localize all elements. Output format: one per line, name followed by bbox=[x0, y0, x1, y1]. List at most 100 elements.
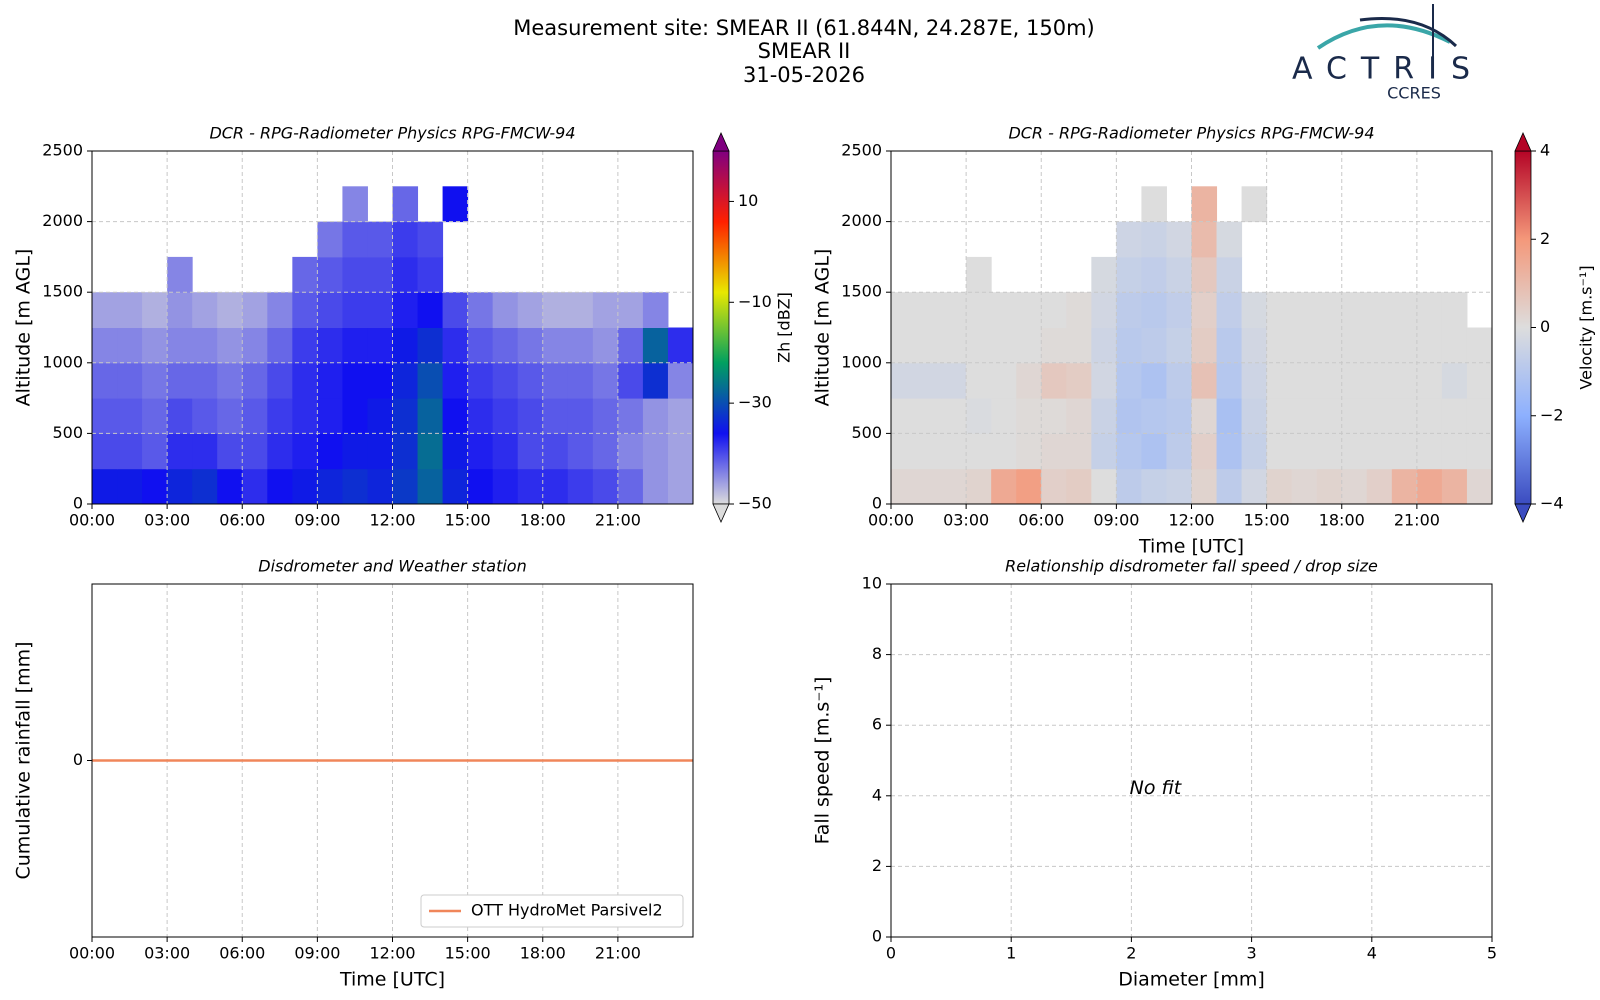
panel-title: Relationship disdrometer fall speed / dr… bbox=[1005, 557, 1378, 576]
heatmap-cell bbox=[392, 221, 419, 258]
heatmap-cell bbox=[916, 362, 942, 399]
heatmap-cell bbox=[1141, 362, 1167, 399]
heatmap-cell bbox=[1366, 468, 1393, 505]
heatmap-cell bbox=[542, 433, 569, 470]
colorbar-tick-label: 2 bbox=[1540, 229, 1550, 248]
colorbar-extend bbox=[1514, 132, 1532, 152]
x-tick-label: 15:00 bbox=[445, 511, 491, 530]
figure-title: Measurement site: SMEAR II (61.844N, 24.… bbox=[513, 16, 1095, 40]
heatmap-cell bbox=[392, 327, 419, 364]
heatmap-cell bbox=[1391, 362, 1418, 399]
heatmap-cell bbox=[92, 468, 118, 505]
heatmap-cell bbox=[342, 398, 368, 434]
heatmap-cell bbox=[567, 433, 594, 470]
heatmap-cell bbox=[1116, 433, 1142, 470]
heatmap-cell bbox=[367, 468, 393, 505]
y-tick-label: 6 bbox=[872, 715, 882, 734]
x-tick-label: 09:00 bbox=[294, 944, 340, 963]
heatmap-cell bbox=[1291, 433, 1318, 470]
heatmap-cell bbox=[417, 327, 444, 364]
heatmap-cell bbox=[1341, 362, 1368, 399]
heatmap-cell bbox=[117, 292, 143, 328]
colorbar-extend bbox=[712, 132, 730, 152]
heatmap-cell bbox=[1216, 221, 1243, 258]
heatmap-cell bbox=[392, 433, 419, 470]
y-tick-label: 10 bbox=[862, 574, 882, 593]
heatmap-cell bbox=[1191, 256, 1218, 293]
heatmap-cell bbox=[1441, 468, 1468, 505]
heatmap-cell bbox=[991, 292, 1017, 328]
heatmap-cell bbox=[442, 362, 469, 399]
heatmap-cell bbox=[1316, 327, 1343, 364]
heatmap-cell bbox=[417, 292, 444, 328]
x-tick-label: 2 bbox=[1126, 944, 1136, 963]
heatmap-cell bbox=[167, 398, 193, 434]
heatmap-cell bbox=[617, 362, 644, 399]
heatmap-cell bbox=[1216, 292, 1243, 328]
heatmap-cell bbox=[92, 433, 118, 470]
y-tick-label: 2000 bbox=[42, 211, 83, 230]
heatmap-cell bbox=[1016, 398, 1042, 434]
heatmap-cell bbox=[667, 398, 694, 434]
heatmap-cell bbox=[1466, 468, 1493, 505]
annotation: No fit bbox=[1130, 777, 1183, 799]
heatmap-cell bbox=[642, 398, 669, 434]
heatmap-cell bbox=[1291, 327, 1318, 364]
heatmap-cell bbox=[1441, 327, 1468, 364]
heatmap-cell bbox=[941, 362, 967, 399]
x-axis-label: Time [UTC] bbox=[1138, 536, 1244, 558]
logo-name: ACTRIS bbox=[1292, 52, 1484, 87]
heatmap-cell bbox=[342, 468, 368, 505]
heatmap-cell bbox=[367, 221, 393, 258]
x-tick-label: 18:00 bbox=[1319, 511, 1365, 530]
heatmap-cell bbox=[1291, 292, 1318, 328]
colorbar-label: Velocity [m.s⁻¹] bbox=[1577, 265, 1596, 389]
heatmap-cell bbox=[317, 256, 343, 293]
heatmap-cell bbox=[1391, 327, 1418, 364]
y-tick-label: 1000 bbox=[42, 352, 83, 371]
heatmap-cell bbox=[367, 327, 393, 364]
heatmap-cell bbox=[667, 327, 694, 364]
heatmap-cell bbox=[1091, 256, 1117, 293]
heatmap-cell bbox=[1266, 468, 1293, 505]
heatmap-cell bbox=[1116, 221, 1142, 258]
heatmap-cell bbox=[916, 468, 942, 505]
heatmap-cell bbox=[1191, 186, 1218, 223]
heatmap-cell bbox=[217, 362, 243, 399]
heatmap-cell bbox=[592, 433, 619, 470]
heatmap-cell bbox=[1166, 362, 1192, 399]
x-tick-label: 03:00 bbox=[144, 944, 190, 963]
heatmap-cell bbox=[966, 468, 992, 505]
x-tick-label: 15:00 bbox=[445, 944, 491, 963]
heatmap-cell bbox=[1316, 468, 1343, 505]
heatmap-cell bbox=[1241, 292, 1268, 328]
heatmap-cell bbox=[966, 327, 992, 364]
heatmap-cell bbox=[292, 256, 318, 293]
heatmap-cell bbox=[342, 292, 368, 328]
heatmap-cell bbox=[142, 362, 168, 399]
heatmap-cell bbox=[966, 292, 992, 328]
heatmap-cell bbox=[1166, 327, 1192, 364]
y-tick-label: 8 bbox=[872, 644, 882, 663]
heatmap-cell bbox=[991, 362, 1017, 399]
heatmap-cell bbox=[592, 327, 619, 364]
heatmap-cell bbox=[217, 468, 243, 505]
panel-title: DCR - RPG-Radiometer Physics RPG-FMCW-94 bbox=[1008, 124, 1374, 143]
heatmap-cell bbox=[517, 468, 544, 505]
heatmap-cell bbox=[1241, 362, 1268, 399]
site-name: SMEAR II bbox=[758, 39, 851, 63]
heatmap-cell bbox=[467, 327, 494, 364]
colorbar-tick-label: −50 bbox=[738, 494, 772, 513]
x-tick-label: 21:00 bbox=[595, 944, 641, 963]
heatmap-cell bbox=[1266, 433, 1293, 470]
heatmap-cell bbox=[1216, 256, 1243, 293]
heatmap-cell bbox=[1116, 362, 1142, 399]
heatmap-cell bbox=[492, 468, 519, 505]
heatmap-cell bbox=[192, 292, 218, 328]
heatmap-cell bbox=[1016, 327, 1042, 364]
heatmap-cell bbox=[1191, 362, 1218, 399]
heatmap-cell bbox=[242, 292, 268, 328]
x-tick-label: 00:00 bbox=[69, 511, 115, 530]
heatmap-cell bbox=[891, 398, 917, 434]
heatmap-cell bbox=[1191, 468, 1218, 505]
